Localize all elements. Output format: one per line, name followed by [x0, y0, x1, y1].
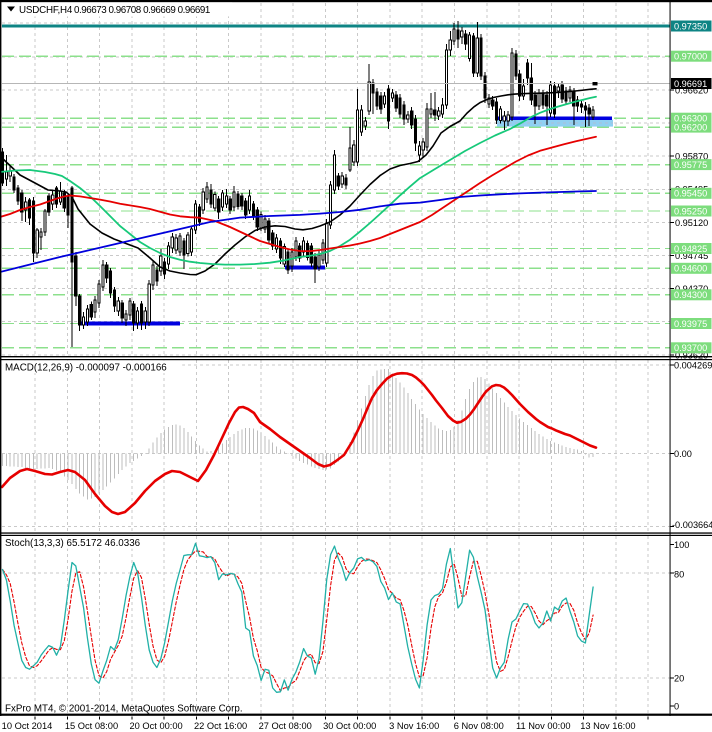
svg-text:80: 80 — [674, 569, 684, 579]
svg-text:0.95120: 0.95120 — [675, 218, 708, 228]
svg-text:FxPro MT4, © 2001-2014, MetaQu: FxPro MT4, © 2001-2014, MetaQuotes Softw… — [5, 703, 243, 714]
svg-text:0.96200: 0.96200 — [674, 123, 707, 133]
svg-text:20: 20 — [674, 673, 684, 683]
svg-text:100: 100 — [674, 540, 689, 550]
svg-text:0.00: 0.00 — [674, 449, 692, 459]
svg-text:3 Nov 16:00: 3 Nov 16:00 — [389, 721, 439, 731]
svg-text:0.96300: 0.96300 — [674, 114, 707, 124]
svg-text:30 Oct 00:00: 30 Oct 00:00 — [323, 721, 376, 731]
svg-text:0.95775: 0.95775 — [674, 160, 707, 170]
svg-text:15 Oct 08:00: 15 Oct 08:00 — [65, 721, 118, 731]
svg-text:20 Oct 00:00: 20 Oct 00:00 — [129, 721, 182, 731]
svg-text:0.96673 0.96708 0.96669 0.9669: 0.96673 0.96708 0.96669 0.96691 — [74, 5, 210, 16]
svg-text:0.93975: 0.93975 — [674, 319, 707, 329]
svg-text:0.94370: 0.94370 — [675, 284, 708, 294]
svg-text:11 Nov 00:00: 11 Nov 00:00 — [516, 721, 571, 731]
svg-text:0: 0 — [674, 702, 679, 712]
svg-text:USDCHF,H4: USDCHF,H4 — [19, 5, 73, 16]
svg-text:10 Oct 2014: 10 Oct 2014 — [2, 721, 53, 731]
svg-text:Stoch(13,3,3) 65.5172 46.0336: Stoch(13,3,3) 65.5172 46.0336 — [5, 538, 141, 549]
svg-text:MACD(12,26,9) -0.000097 -0.000: MACD(12,26,9) -0.000097 -0.000166 — [5, 362, 167, 373]
svg-text:0.004269: 0.004269 — [674, 360, 712, 370]
svg-text:0.93620: 0.93620 — [675, 350, 708, 360]
svg-text:0.94825: 0.94825 — [674, 244, 707, 254]
svg-text:6 Nov 08:00: 6 Nov 08:00 — [454, 721, 504, 731]
svg-text:0.95250: 0.95250 — [674, 206, 707, 216]
svg-text:-0.003664: -0.003664 — [672, 520, 712, 530]
svg-text:0.96620: 0.96620 — [675, 85, 708, 95]
svg-text:0.97000: 0.97000 — [674, 52, 707, 62]
svg-text:0.97350: 0.97350 — [674, 21, 707, 31]
svg-text:0.94600: 0.94600 — [674, 264, 707, 274]
svg-text:0.95450: 0.95450 — [674, 189, 707, 199]
svg-text:0.95870: 0.95870 — [675, 152, 708, 162]
svg-text:22 Oct 16:00: 22 Oct 16:00 — [194, 721, 247, 731]
svg-text:0.96691: 0.96691 — [674, 79, 707, 89]
svg-text:0.93700: 0.93700 — [674, 343, 707, 353]
svg-text:27 Oct 08:00: 27 Oct 08:00 — [259, 721, 312, 731]
svg-text:0.94300: 0.94300 — [674, 290, 707, 300]
svg-text:13 Nov 16:00: 13 Nov 16:00 — [580, 721, 635, 731]
svg-text:0.94745: 0.94745 — [675, 251, 708, 261]
